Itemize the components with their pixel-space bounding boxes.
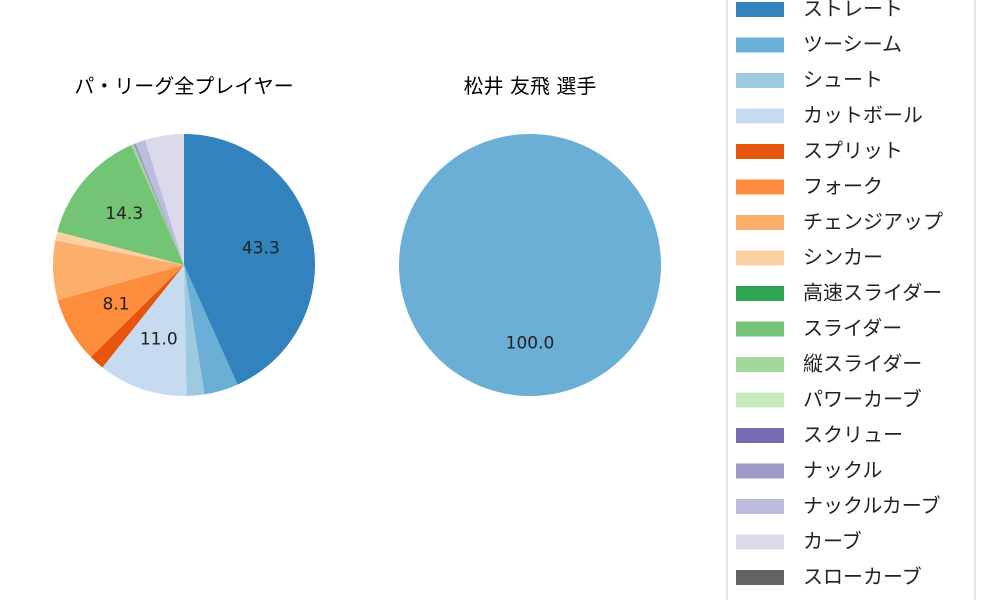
legend-label: カットボール <box>803 103 923 127</box>
slice-value-label: 14.3 <box>105 204 143 224</box>
legend-label: カーブ <box>803 529 862 553</box>
legend-label: スローカーブ <box>803 565 922 589</box>
pie-slice <box>55 231 184 265</box>
legend-frame <box>726 0 976 600</box>
legend-label: 縦スライダー <box>803 352 922 376</box>
legend-swatch <box>736 108 784 124</box>
legend-label: パワーカーブ <box>803 387 922 411</box>
legend-label: スプリット <box>803 139 903 163</box>
pie-slice <box>133 143 184 265</box>
legend-label: 高速スライダー <box>803 281 942 305</box>
legend-swatch <box>736 357 784 372</box>
legend-label: シンカー <box>803 245 883 269</box>
legend-swatch <box>736 73 784 88</box>
slice-value-label: 8.1 <box>102 294 129 314</box>
league-pie: 43.3 11.0 8.1 14.3 <box>53 134 315 396</box>
pie-slice <box>184 265 238 395</box>
pie-slice <box>135 139 184 265</box>
slice-value-label: 11.0 <box>140 329 178 349</box>
legend-swatch <box>736 428 784 443</box>
pie-slice <box>184 134 315 385</box>
legend-swatch <box>736 215 784 230</box>
legend-swatch <box>736 499 784 514</box>
pie-slice <box>399 134 661 396</box>
pie-slice <box>131 144 184 265</box>
legend-label: スライダー <box>803 316 902 340</box>
legend-swatch <box>736 463 784 479</box>
legend-label: ナックルカーブ <box>803 494 941 518</box>
pie-slice <box>53 240 184 300</box>
legend-swatch <box>736 179 784 195</box>
pie-slice <box>102 265 187 396</box>
legend-swatch <box>736 321 784 337</box>
legend-label: スクリュー <box>803 423 903 447</box>
legend-swatch <box>736 534 784 550</box>
slice-value-label: 43.3 <box>242 239 280 259</box>
legend-swatch <box>736 570 784 585</box>
pie-slice <box>145 134 184 265</box>
legend-label: シュート <box>803 68 883 92</box>
legend-swatch <box>736 392 784 408</box>
legend-swatch <box>736 37 784 53</box>
pie-slice <box>184 265 205 396</box>
legend-label: ツーシーム <box>803 32 902 56</box>
legend-swatch <box>736 144 784 159</box>
legend-label: ストレート <box>803 0 903 21</box>
legend-label: フォーク <box>803 174 883 198</box>
legend-swatch <box>736 2 784 17</box>
right-pie-title: 松井 友飛 選手 <box>464 74 597 98</box>
pie-slice <box>90 265 184 368</box>
legend-swatch <box>736 286 784 301</box>
pie-slice <box>57 265 184 358</box>
pie-slice <box>57 145 185 265</box>
legend-swatch <box>736 250 784 266</box>
legend-label: チェンジアップ <box>803 210 943 234</box>
legend-label: ナックル <box>803 458 882 482</box>
player-pie: 100.0 <box>399 134 661 396</box>
left-pie-title: パ・リーグ全プレイヤー <box>74 74 293 98</box>
slice-value-label: 100.0 <box>506 334 555 354</box>
legend: ストレートツーシームシュートカットボールスプリットフォークチェンジアップシンカー… <box>726 0 976 600</box>
